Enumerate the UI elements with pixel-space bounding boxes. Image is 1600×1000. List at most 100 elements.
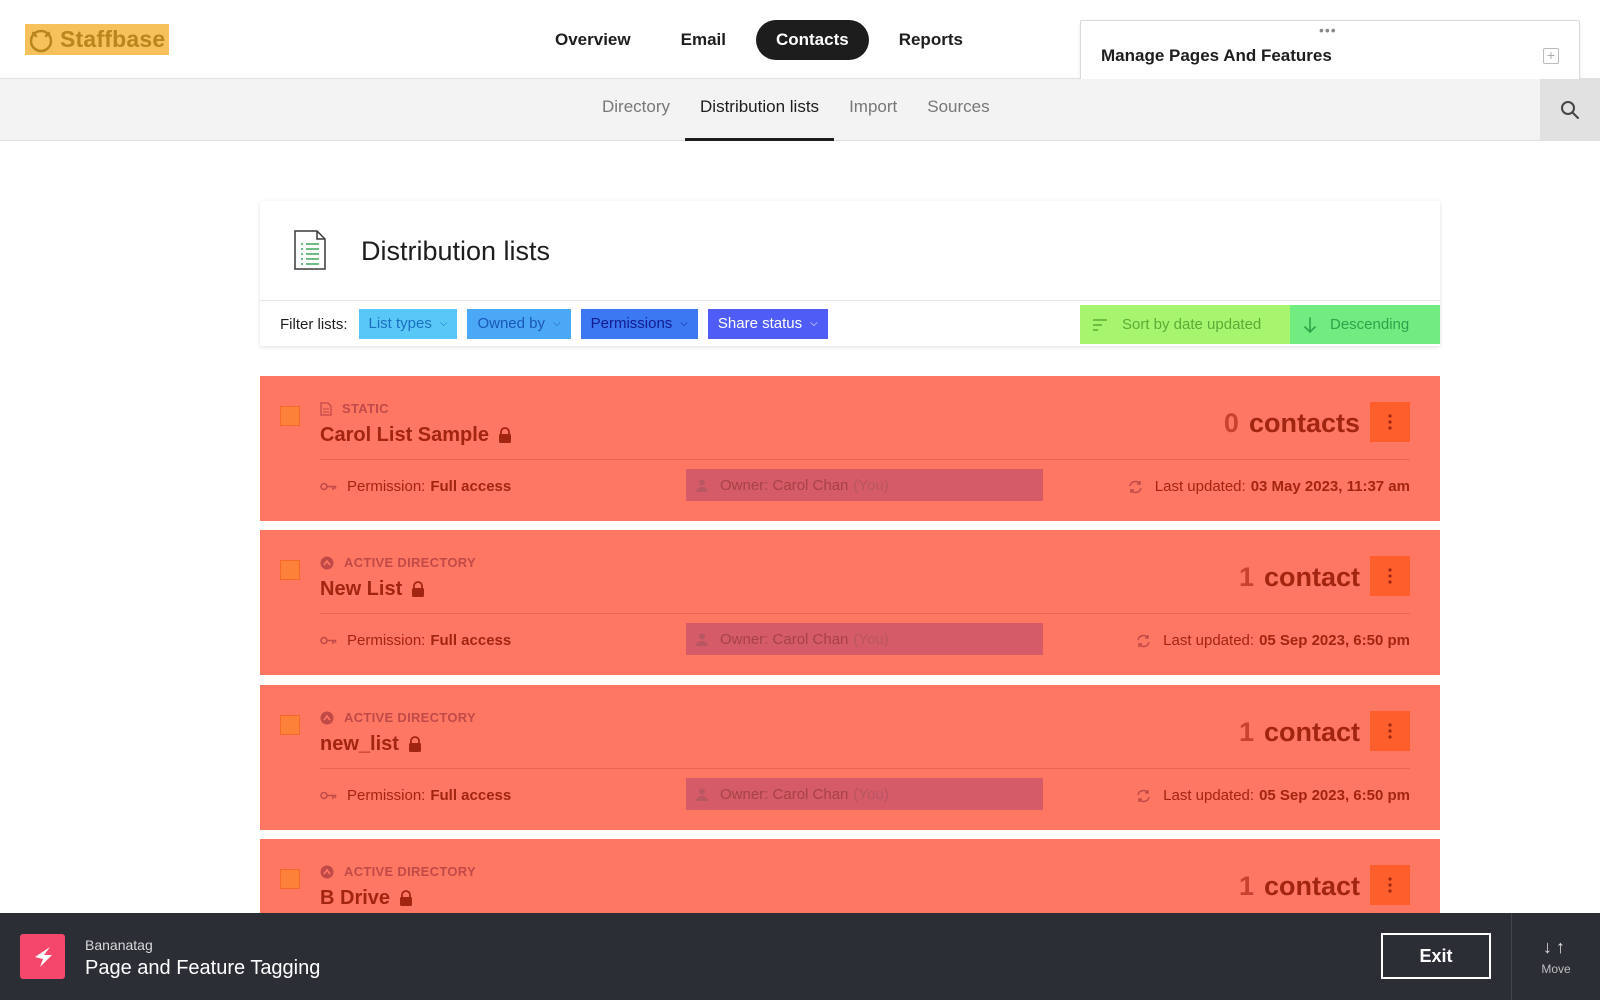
row-checkbox[interactable]	[280, 715, 300, 735]
list-item[interactable]: ACTIVE DIRECTORY New List 1 contact Permi…	[260, 530, 1440, 675]
lock-icon	[498, 427, 512, 444]
bananatag-brand: Bananatag	[85, 937, 153, 953]
list-type-label: STATIC	[342, 401, 389, 416]
sort-by-button[interactable]: Sort by date updated	[1080, 305, 1290, 344]
filter-share-status[interactable]: Share status ⌵	[707, 309, 828, 339]
filter-share-status-label: Share status	[717, 315, 803, 332]
active-directory-icon	[320, 556, 334, 570]
nav-overview[interactable]: Overview	[555, 30, 631, 49]
owner-label: Owner:	[720, 476, 769, 494]
filter-list-types[interactable]: List types ⌵	[358, 309, 458, 339]
exit-button[interactable]: Exit	[1381, 933, 1491, 979]
sub-navigation-bar: Directory Distribution lists Import Sour…	[0, 79, 1600, 141]
filter-owned-by[interactable]: Owned by ⌵	[467, 309, 571, 339]
chevron-down-icon: ⌵	[680, 318, 688, 329]
list-name[interactable]: Carol List Sample	[320, 424, 512, 447]
search-icon	[1561, 101, 1579, 119]
contact-count-label: contact	[1263, 717, 1360, 747]
arrow-down-icon	[1304, 316, 1316, 333]
list-name[interactable]: New List	[320, 578, 425, 601]
contact-count: 1 contact	[1239, 717, 1360, 748]
list-name-label: new_list	[320, 733, 399, 755]
more-vertical-icon	[1388, 877, 1392, 893]
owner-name: Carol Chan	[772, 476, 849, 494]
updated-value: 05 Sep 2023, 6:50 pm	[1259, 632, 1410, 649]
row-checkbox[interactable]	[280, 406, 300, 426]
list-item[interactable]: STATIC Carol List Sample 0 contacts Permi…	[260, 376, 1440, 521]
last-updated-info: Last updated: 05 Sep 2023, 6:50 pm	[1136, 787, 1410, 804]
nav-email[interactable]: Email	[680, 30, 726, 49]
person-icon	[696, 788, 708, 801]
sort-by-label: Sort by date updated	[1122, 316, 1262, 333]
list-name-label: Carol List Sample	[320, 424, 489, 446]
top-navigation-bar: Staffbase Overview Email Contacts Report…	[0, 0, 1600, 90]
row-checkbox[interactable]	[280, 869, 300, 889]
staffbase-logo-icon	[29, 29, 53, 52]
owner-name: Carol Chan	[772, 785, 849, 803]
permission-value: Full access	[430, 478, 512, 495]
tab-directory[interactable]: Directory	[602, 97, 671, 116]
move-label: Move	[1541, 962, 1571, 976]
row-divider	[320, 613, 1410, 614]
search-button[interactable]	[1540, 79, 1600, 141]
static-list-icon	[320, 401, 332, 416]
distribution-lists-header-card: Distribution lists Filter lists: List ty…	[260, 201, 1440, 346]
owner-info: Owner: Carol Chan (You)	[686, 778, 1043, 810]
page-title: Distribution lists	[361, 236, 551, 266]
plus-square-icon[interactable]: +	[1543, 48, 1559, 64]
person-icon	[696, 479, 708, 492]
list-type-label: ACTIVE DIRECTORY	[344, 555, 476, 570]
filter-list-types-label: List types	[368, 315, 432, 332]
filter-permissions[interactable]: Permissions ⌵	[580, 309, 698, 339]
row-menu-button[interactable]	[1370, 711, 1410, 751]
list-name[interactable]: new_list	[320, 733, 422, 756]
more-vertical-icon	[1388, 568, 1392, 584]
key-icon	[320, 791, 337, 800]
list-type: ACTIVE DIRECTORY	[320, 710, 476, 725]
active-directory-icon	[320, 711, 334, 725]
row-menu-button[interactable]	[1370, 402, 1410, 442]
owner-label: Owner:	[720, 630, 769, 648]
filter-owned-by-label: Owned by	[477, 315, 546, 332]
active-directory-icon	[320, 865, 334, 879]
lock-icon	[411, 581, 425, 598]
list-name-label: B Drive	[320, 887, 391, 909]
row-checkbox[interactable]	[280, 560, 300, 580]
sub-nav-tabs: Directory Distribution lists Import Sour…	[587, 79, 1005, 141]
sort-order-button[interactable]: Descending	[1290, 305, 1440, 344]
row-menu-button[interactable]	[1370, 556, 1410, 596]
tagging-title: Page and Feature Tagging	[85, 957, 321, 979]
permission-label: Permission:	[347, 478, 426, 495]
permission-info: Permission: Full access	[320, 787, 511, 804]
card-head: Distribution lists	[260, 201, 1440, 301]
last-updated-info: Last updated: 05 Sep 2023, 6:50 pm	[1136, 632, 1410, 649]
tab-sources[interactable]: Sources	[927, 97, 990, 116]
list-name-label: New List	[320, 578, 403, 600]
row-menu-button[interactable]	[1370, 865, 1410, 905]
move-button[interactable]: ↓↑ Move	[1511, 913, 1600, 1000]
nav-contacts[interactable]: Contacts	[755, 20, 869, 60]
list-item[interactable]: ACTIVE DIRECTORY new_list 1 contact Permi…	[260, 685, 1440, 830]
tab-import[interactable]: Import	[849, 97, 898, 116]
owner-you: (You)	[853, 785, 889, 803]
refresh-icon	[1136, 789, 1151, 803]
tab-distribution-lists[interactable]: Distribution lists	[685, 79, 835, 141]
updated-value: 03 May 2023, 11:37 am	[1250, 478, 1410, 495]
bananatag-tagging-bar: Bananatag Page and Feature Tagging Exit …	[0, 913, 1600, 1000]
nav-reports[interactable]: Reports	[898, 30, 963, 49]
more-vertical-icon	[1388, 414, 1392, 430]
chevron-down-icon: ⌵	[553, 318, 561, 329]
updated-label: Last updated:	[1163, 787, 1255, 804]
row-divider	[320, 768, 1410, 769]
lock-icon	[399, 890, 413, 907]
contact-count-label: contact	[1263, 562, 1360, 592]
filter-permissions-label: Permissions	[590, 315, 673, 332]
main-nav: Overview Email Contacts Reports	[535, 20, 993, 60]
staffbase-logo[interactable]: Staffbase	[25, 24, 169, 55]
permission-value: Full access	[430, 632, 512, 649]
more-horizontal-icon[interactable]: •••	[1319, 22, 1337, 38]
contact-count-number: 1	[1238, 871, 1254, 901]
contact-count: 1 contact	[1239, 871, 1360, 902]
list-name[interactable]: B Drive	[320, 887, 413, 910]
list-type-label: ACTIVE DIRECTORY	[344, 710, 476, 725]
